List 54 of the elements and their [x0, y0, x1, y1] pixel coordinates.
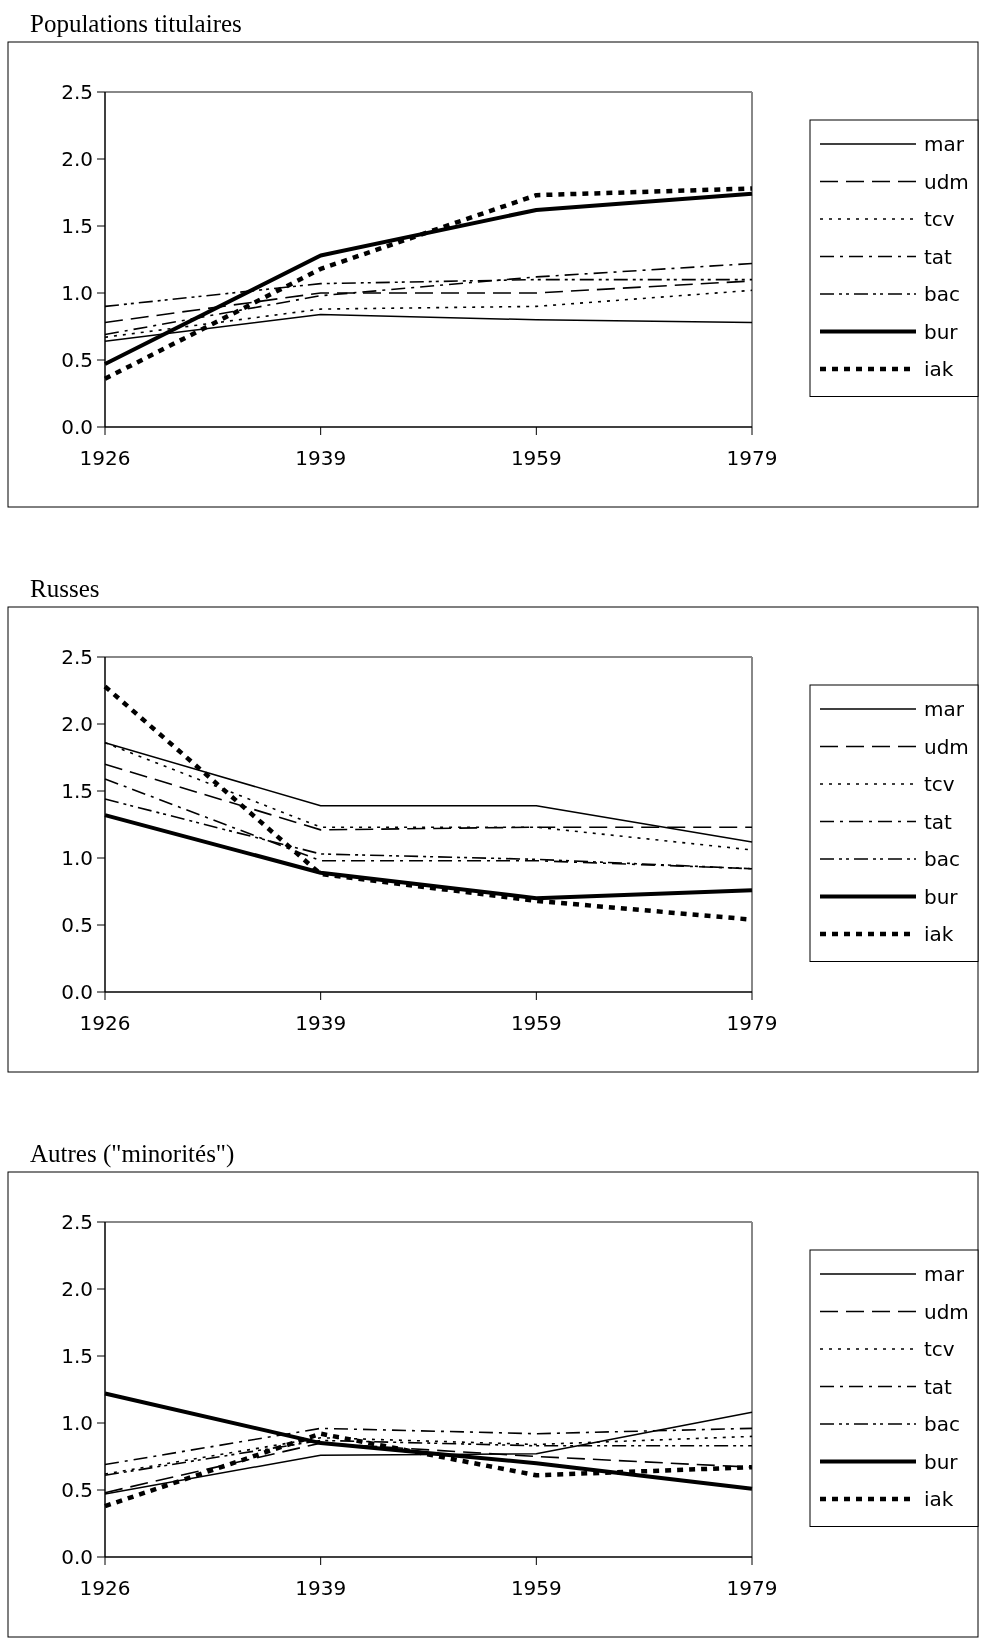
- x-tick-label: 1926: [79, 1576, 131, 1600]
- legend-label: bur: [924, 1449, 959, 1474]
- legend-label: iak: [924, 1487, 954, 1511]
- y-tick-label: 2.5: [61, 1210, 93, 1234]
- legend-label: udm: [924, 734, 969, 759]
- y-tick-label: 0.5: [61, 913, 93, 937]
- legend-label: bac: [924, 1412, 960, 1436]
- legend-label: bur: [924, 319, 959, 344]
- legend-label: tat: [924, 244, 953, 269]
- chart-title: Autres ("minorités"): [30, 1140, 235, 1168]
- y-tick-label: 1.5: [61, 779, 93, 803]
- y-tick-label: 1.5: [61, 214, 93, 238]
- x-tick-label: 1959: [510, 1576, 562, 1600]
- chart-title: Russes: [30, 575, 100, 602]
- x-tick-label: 1939: [295, 446, 347, 470]
- legend-label: iak: [924, 357, 954, 381]
- y-tick-label: 2.0: [61, 1277, 93, 1301]
- chart-title: Populations titulaires: [30, 10, 242, 37]
- y-tick-label: 1.5: [61, 1344, 93, 1368]
- y-tick-label: 0.0: [61, 980, 93, 1004]
- x-tick-label: 1979: [726, 446, 778, 470]
- y-tick-label: 1.0: [61, 281, 93, 305]
- y-tick-label: 1.0: [61, 846, 93, 870]
- legend-label: udm: [924, 1299, 969, 1324]
- legend-label: mar: [924, 697, 965, 721]
- legend-label: mar: [924, 1262, 965, 1286]
- x-tick-label: 1926: [79, 1011, 131, 1035]
- y-tick-label: 0.0: [61, 415, 93, 439]
- x-tick-label: 1926: [79, 446, 131, 470]
- x-tick-label: 1939: [295, 1576, 347, 1600]
- legend-label: bac: [924, 282, 960, 306]
- x-tick-label: 1979: [726, 1011, 778, 1035]
- legend-label: tcv: [924, 207, 955, 231]
- legend-label: tat: [924, 809, 953, 834]
- y-tick-label: 0.5: [61, 1478, 93, 1502]
- legend-label: bac: [924, 847, 960, 871]
- y-tick-label: 2.0: [61, 147, 93, 171]
- y-tick-label: 0.0: [61, 1545, 93, 1569]
- legend-label: iak: [924, 922, 954, 946]
- y-tick-label: 2.5: [61, 80, 93, 104]
- x-tick-label: 1959: [510, 1011, 562, 1035]
- legend-label: udm: [924, 169, 969, 194]
- legend-label: tat: [924, 1374, 953, 1399]
- y-tick-label: 1.0: [61, 1411, 93, 1435]
- y-tick-label: 2.0: [61, 712, 93, 736]
- legend-label: tcv: [924, 772, 955, 796]
- x-tick-label: 1979: [726, 1576, 778, 1600]
- x-tick-label: 1939: [295, 1011, 347, 1035]
- legend-label: bur: [924, 884, 959, 909]
- y-tick-label: 2.5: [61, 645, 93, 669]
- legend-label: mar: [924, 132, 965, 156]
- x-tick-label: 1959: [510, 446, 562, 470]
- y-tick-label: 0.5: [61, 348, 93, 372]
- legend-label: tcv: [924, 1337, 955, 1361]
